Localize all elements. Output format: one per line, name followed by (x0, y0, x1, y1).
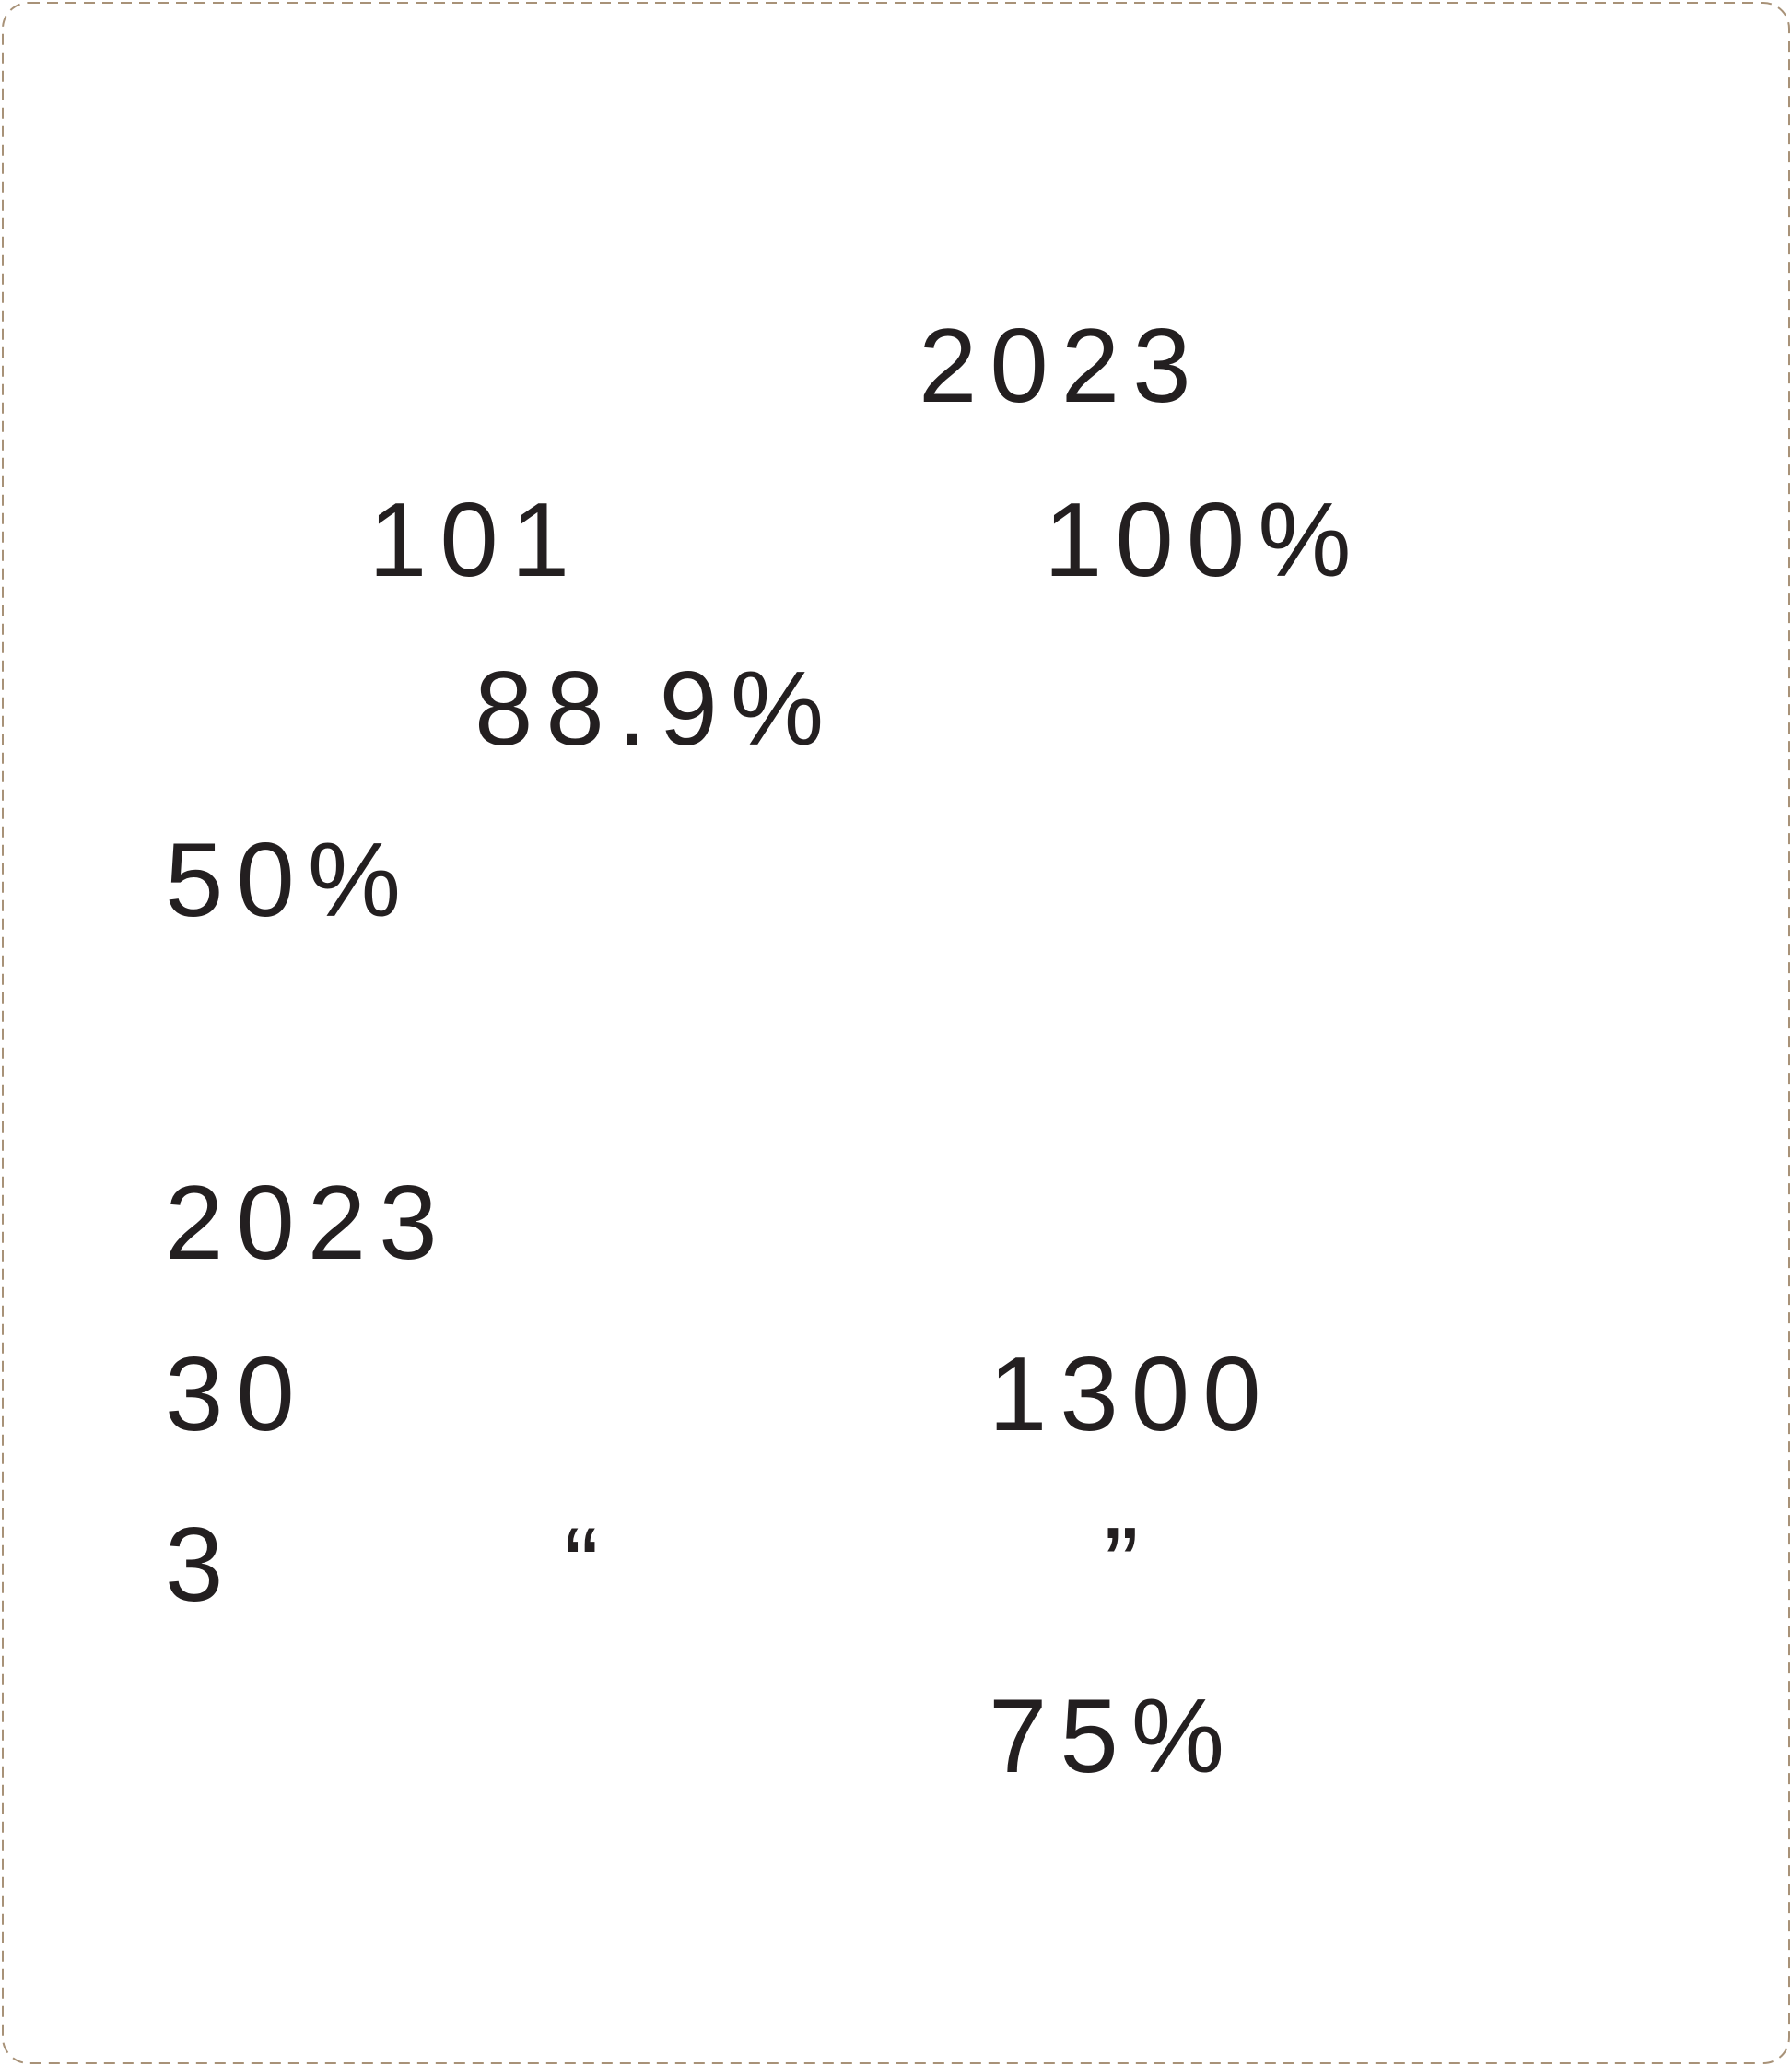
text-fragment: 88.9% (474, 651, 837, 768)
text-fragment: 30 (165, 1336, 308, 1453)
text-fragment: 100% (1044, 482, 1364, 599)
text-fragment: 75% (989, 1678, 1237, 1795)
text-fragment: 2023 (165, 1165, 451, 1282)
text-fragment: 2023 (919, 308, 1204, 425)
text-fragment: 3 (165, 1507, 236, 1624)
text-fragment: ” (1104, 1507, 1152, 1624)
text-fragment: 50% (165, 822, 414, 939)
text-fragment: “ (564, 1507, 612, 1624)
text-fragment: 101 (369, 482, 582, 599)
text-fragment: 1300 (989, 1336, 1274, 1453)
paragraph: 2023 30 1300 3 “ ” 75% (165, 1165, 1274, 1795)
paragraph: 2023 101 100% 88.9% 50% (165, 308, 1364, 939)
